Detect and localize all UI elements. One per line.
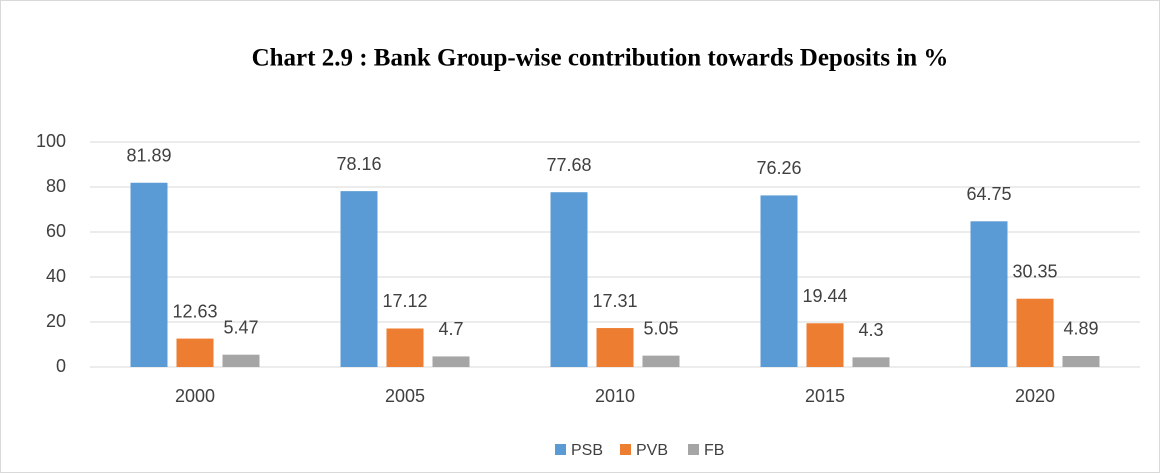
bar [1062, 355, 1100, 367]
x-tick-label: 2020 [1015, 386, 1055, 406]
data-label: 81.89 [126, 145, 171, 165]
legend-label: FB [704, 442, 724, 459]
bar [386, 328, 424, 367]
y-tick-label: 80 [46, 176, 66, 196]
data-label: 19.44 [802, 286, 847, 306]
bar [970, 221, 1008, 367]
bar [806, 323, 844, 367]
y-tick-label: 40 [46, 266, 66, 286]
data-label: 17.12 [382, 291, 427, 311]
x-tick-label: 2010 [595, 386, 635, 406]
x-tick-label: 2000 [175, 386, 215, 406]
bar [760, 195, 798, 367]
data-label: 4.3 [858, 320, 883, 340]
data-label: 17.31 [592, 291, 637, 311]
data-label: 4.89 [1063, 319, 1098, 339]
y-tick-label: 20 [46, 311, 66, 331]
legend-swatch [620, 444, 631, 455]
y-tick-label: 60 [46, 221, 66, 241]
data-label: 5.05 [643, 318, 678, 338]
bar [852, 357, 890, 367]
bar [130, 182, 168, 367]
y-tick-label: 0 [56, 356, 66, 376]
y-tick-label: 100 [36, 131, 66, 151]
bar [642, 355, 680, 367]
data-label: 5.47 [223, 317, 258, 337]
bar [432, 356, 470, 367]
bar [340, 191, 378, 367]
data-label: 4.7 [438, 319, 463, 339]
legend-label: PSB [571, 442, 603, 459]
legend-label: PVB [636, 442, 668, 459]
bar [596, 328, 634, 367]
data-label: 78.16 [336, 154, 381, 174]
x-tick-label: 2015 [805, 386, 845, 406]
chart-title: Chart 2.9 : Bank Group-wise contribution… [252, 45, 949, 72]
legend-swatch [555, 444, 566, 455]
data-label: 77.68 [546, 155, 591, 175]
bar [1016, 298, 1054, 367]
data-label: 64.75 [966, 184, 1011, 204]
data-label: 12.63 [172, 301, 217, 321]
bar [222, 354, 260, 367]
x-tick-label: 2005 [385, 386, 425, 406]
legend-swatch [688, 444, 699, 455]
data-label: 76.26 [756, 158, 801, 178]
bar [176, 338, 214, 367]
bar [550, 192, 588, 367]
data-label: 30.35 [1012, 261, 1057, 281]
